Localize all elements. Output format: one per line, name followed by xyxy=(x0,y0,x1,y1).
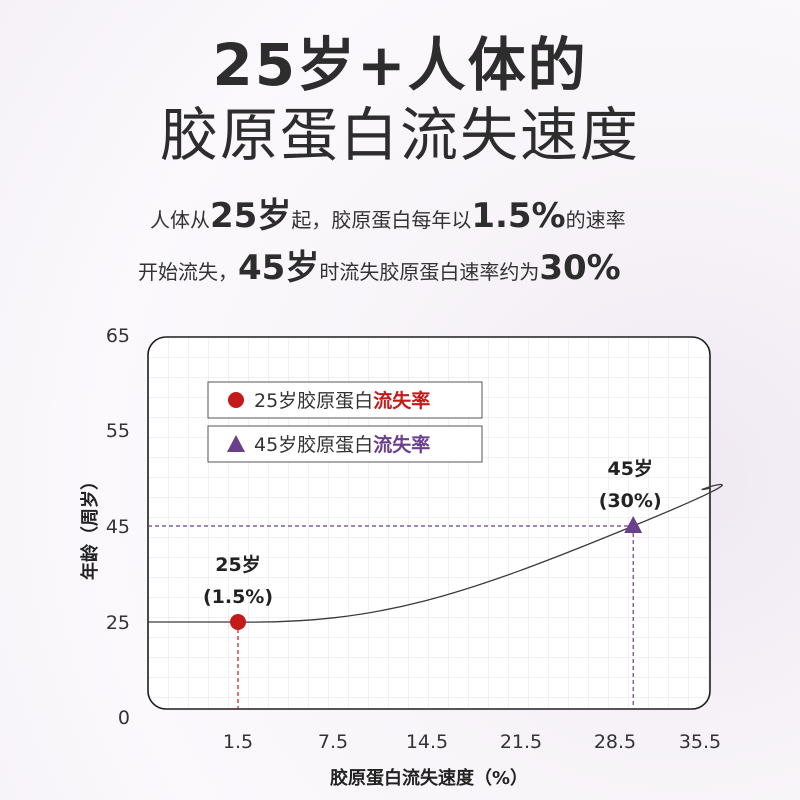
y-tick-label: 25 xyxy=(106,612,130,634)
legend-marker-triangle xyxy=(227,435,245,452)
legend-label: 45岁胶原蛋白流失率 xyxy=(254,433,430,456)
sub2-highlight-age: 45岁 xyxy=(238,248,320,288)
legend-label-highlight: 流失率 xyxy=(373,433,430,456)
x-axis-title: 胶原蛋白流失速度（%） xyxy=(330,767,528,789)
legend-marker-circle xyxy=(228,392,244,408)
legend-box xyxy=(207,425,483,463)
legend-label: 25岁胶原蛋白流失率 xyxy=(254,389,430,412)
legend-label-prefix: 25岁胶原蛋白 xyxy=(254,390,373,412)
description-line-1: 人体从25岁起，胶原蛋白每年以1.5%的速率 xyxy=(150,188,626,237)
plot-border xyxy=(147,336,711,710)
data-point-triangle xyxy=(624,516,643,533)
y-tick-label: 45 xyxy=(106,516,130,538)
y-axis-title: 年龄（周岁） xyxy=(79,472,101,580)
page-title: 25岁+人体的 xyxy=(212,31,588,99)
legend-label-highlight: 流失率 xyxy=(373,389,430,412)
sub1-text-c: 起，胶原蛋白每年以 xyxy=(291,208,472,232)
point-label-age: 25岁 xyxy=(215,553,260,576)
legend-label-prefix: 45岁胶原蛋白 xyxy=(254,434,373,456)
sub1-text-e: 的速率 xyxy=(565,208,626,232)
point-label-rate: (1.5%) xyxy=(203,586,273,608)
sub1-text-a: 人体从 xyxy=(150,208,210,232)
description-line-2: 开始流失，45岁时流失胶原蛋白速率约为30% xyxy=(138,240,621,289)
data-point-circle xyxy=(230,614,246,630)
sub1-highlight-rate: 1.5% xyxy=(471,196,566,236)
x-tick-label: 1.5 xyxy=(223,731,253,753)
y-tick-label: 65 xyxy=(106,325,130,347)
sub2-text-c: 时流失胶原蛋白速率约为 xyxy=(319,260,540,284)
y-tick-label: 0 xyxy=(118,707,130,729)
x-tick-label: 14.5 xyxy=(406,731,448,753)
sub1-highlight-age: 25岁 xyxy=(210,196,292,236)
sub2-highlight-rate: 30% xyxy=(539,248,621,288)
x-tick-label: 35.5 xyxy=(679,731,721,753)
x-tick-label: 21.5 xyxy=(500,731,542,753)
point-label-rate: (30%) xyxy=(599,490,662,512)
x-tick-label: 28.5 xyxy=(594,731,636,753)
sub2-text-a: 开始流失， xyxy=(138,260,238,284)
legend-box xyxy=(207,381,483,419)
point-label-age: 45岁 xyxy=(607,457,652,480)
page-subtitle: 胶原蛋白流失速度 xyxy=(159,101,640,169)
x-tick-label: 7.5 xyxy=(318,731,348,753)
y-tick-label: 55 xyxy=(106,420,130,442)
